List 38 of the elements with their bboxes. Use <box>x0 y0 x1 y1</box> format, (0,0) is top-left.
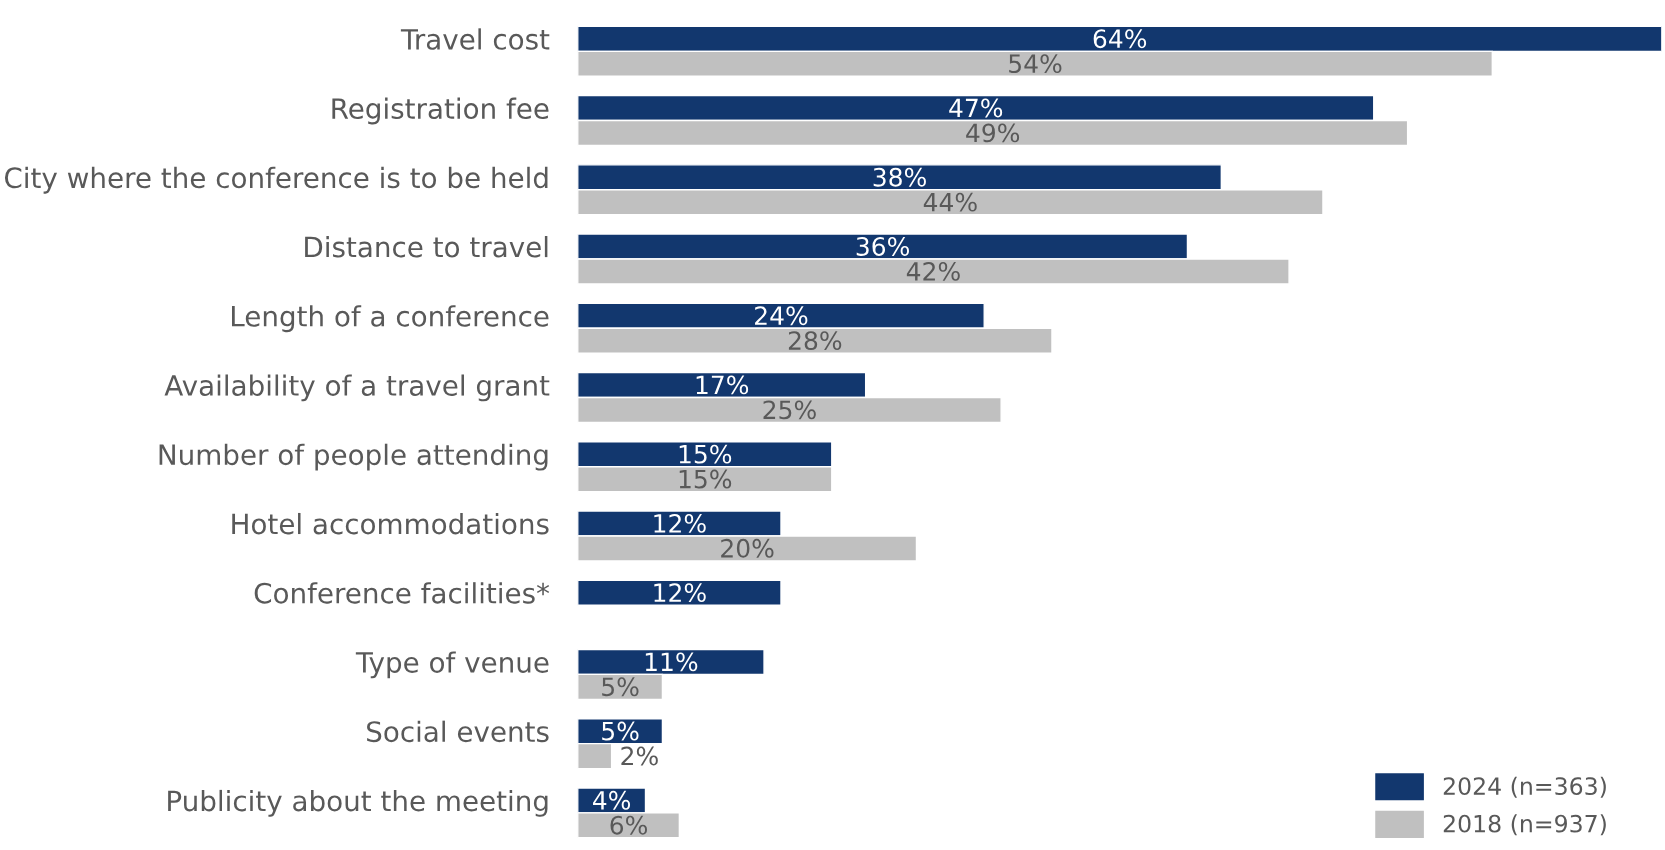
data-label: 42% <box>906 261 960 281</box>
data-label: 47% <box>949 98 1003 118</box>
y-tick-label: Registration fee <box>332 97 549 125</box>
y-tick-label: Travel cost <box>400 28 550 50</box>
y-tick-label: Availability of a travel grant <box>164 374 550 402</box>
data-label: 5% <box>602 677 639 697</box>
legend-label: 2018 (n=937) <box>1443 814 1606 836</box>
y-tick-label: Conference facilities* <box>254 582 550 604</box>
data-label: 36% <box>856 236 910 256</box>
data-label: 64% <box>1093 29 1147 49</box>
data-label: 25% <box>763 400 816 420</box>
data-label: 6% <box>610 815 648 835</box>
data-label: 12% <box>654 513 706 533</box>
data-label: 4% <box>593 790 631 810</box>
y-tick-label: Length of a conference <box>232 305 549 333</box>
y-tick-label: City where the conference is to be held <box>4 166 548 194</box>
y-tick-label: Publicity about the meeting <box>168 789 548 817</box>
data-label: 15% <box>679 444 732 464</box>
y-tick-label: Number of people attending <box>159 443 548 471</box>
legend-label: 2024 (n=363) <box>1443 776 1606 798</box>
data-label: 5% <box>602 721 639 741</box>
data-label: 11% <box>645 652 698 672</box>
y-tick-label: Type of venue <box>355 651 549 679</box>
data-label: 24% <box>755 306 808 326</box>
data-label: 12% <box>654 583 706 603</box>
data-label: 54% <box>1009 54 1062 74</box>
bar <box>577 579 782 606</box>
data-label: 49% <box>966 123 1020 143</box>
data-label: 44% <box>923 192 977 212</box>
y-tick-label: Hotel accommodations <box>232 512 549 535</box>
data-label: 15% <box>679 469 732 489</box>
data-label: 28% <box>788 331 842 351</box>
data-label: 17% <box>696 375 749 395</box>
y-tick-label: Social events <box>367 720 549 743</box>
data-label: 38% <box>873 167 926 187</box>
data-label: 20% <box>721 538 774 558</box>
data-label: 2% <box>621 746 658 766</box>
y-tick-label: Distance to travel <box>305 236 548 258</box>
